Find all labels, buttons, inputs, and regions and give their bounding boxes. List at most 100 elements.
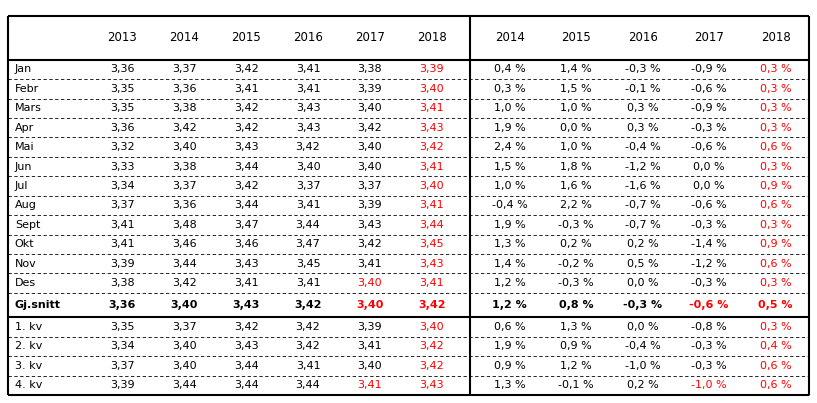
Text: 3,42: 3,42 [234,181,258,191]
Text: -0,8 %: -0,8 % [691,322,727,332]
Text: 0,3 %: 0,3 % [760,84,792,94]
Text: 3,38: 3,38 [358,64,382,75]
Text: 3,33: 3,33 [110,162,135,172]
Text: 0,6 %: 0,6 % [760,200,792,210]
Text: 0,0 %: 0,0 % [627,278,659,288]
Text: 0,6 %: 0,6 % [760,142,792,152]
Text: 1,0 %: 1,0 % [494,181,525,191]
Text: 3,40: 3,40 [358,103,382,113]
Text: 1,2 %: 1,2 % [493,278,525,288]
Text: -0,2 %: -0,2 % [558,259,594,269]
Text: 3,41: 3,41 [296,200,320,210]
Text: 2018: 2018 [761,31,791,44]
Text: -0,6 %: -0,6 % [691,84,727,94]
Text: 3,43: 3,43 [234,341,258,351]
Text: 0,2 %: 0,2 % [560,239,592,249]
Text: 3,41: 3,41 [296,64,320,75]
Text: Gj.snitt: Gj.snitt [15,300,60,310]
Text: Jun: Jun [15,162,33,172]
Text: 3,38: 3,38 [110,278,135,288]
Text: 0,6 %: 0,6 % [760,361,792,371]
Text: 3,40: 3,40 [358,278,382,288]
Text: 3,42: 3,42 [420,361,444,371]
Text: Apr: Apr [15,123,34,133]
Text: 3,40: 3,40 [172,341,196,351]
Text: 3,37: 3,37 [172,64,196,75]
Text: Mai: Mai [15,142,34,152]
Text: 1,9 %: 1,9 % [493,220,525,230]
Text: 2018: 2018 [417,31,447,44]
Text: 1,0 %: 1,0 % [560,103,592,113]
Text: 2,2 %: 2,2 % [560,200,592,210]
Text: -0,9 %: -0,9 % [691,103,727,113]
Text: 3,43: 3,43 [358,220,382,230]
Text: 0,2 %: 0,2 % [627,239,659,249]
Text: 2. kv: 2. kv [15,341,42,351]
Text: 0,4 %: 0,4 % [760,341,792,351]
Text: 3,44: 3,44 [296,220,320,230]
Text: 3,37: 3,37 [172,181,196,191]
Text: 0,3 %: 0,3 % [760,278,792,288]
Text: 3,41: 3,41 [420,200,444,210]
Text: 3,44: 3,44 [420,220,444,230]
Text: 0,3 %: 0,3 % [627,103,659,113]
Text: 3,43: 3,43 [420,259,444,269]
Text: 3,39: 3,39 [110,380,135,390]
Text: 3. kv: 3. kv [15,361,42,371]
Text: 0,3 %: 0,3 % [760,162,792,172]
Text: Des: Des [15,278,36,288]
Text: -1,2 %: -1,2 % [691,259,727,269]
Text: 0,5 %: 0,5 % [627,259,659,269]
Text: 3,48: 3,48 [172,220,197,230]
Text: -0,7 %: -0,7 % [625,220,660,230]
Text: 3,44: 3,44 [234,380,258,390]
Text: -0,3 %: -0,3 % [691,341,727,351]
Text: 3,40: 3,40 [420,322,444,332]
Text: 2016: 2016 [627,31,658,44]
Text: 1,0 %: 1,0 % [560,142,592,152]
Text: -0,1 %: -0,1 % [625,84,660,94]
Text: 1,3 %: 1,3 % [494,239,525,249]
Text: -0,6 %: -0,6 % [690,300,729,310]
Text: 3,44: 3,44 [296,380,320,390]
Text: 3,42: 3,42 [234,103,258,113]
Text: 3,37: 3,37 [296,181,320,191]
Text: 4. kv: 4. kv [15,380,42,390]
Text: 1,2 %: 1,2 % [560,361,592,371]
Text: 3,41: 3,41 [420,278,444,288]
Text: 3,36: 3,36 [172,200,196,210]
Text: 3,37: 3,37 [110,361,135,371]
Text: 0,2 %: 0,2 % [627,380,659,390]
Text: -0,3 %: -0,3 % [558,220,594,230]
Text: 0,9 %: 0,9 % [493,361,525,371]
Text: -0,3 %: -0,3 % [625,64,660,75]
Text: 3,40: 3,40 [172,142,196,152]
Text: -1,6 %: -1,6 % [625,181,660,191]
Text: 3,40: 3,40 [171,300,198,310]
Text: 3,42: 3,42 [420,341,444,351]
Text: Aug: Aug [15,200,37,210]
Text: 0,0 %: 0,0 % [694,162,725,172]
Text: 3,42: 3,42 [234,322,258,332]
Text: 2014: 2014 [495,31,525,44]
Text: -1,4 %: -1,4 % [691,239,727,249]
Text: -0,3 %: -0,3 % [691,361,727,371]
Text: 3,41: 3,41 [296,361,320,371]
Text: Mars: Mars [15,103,42,113]
Text: 3,40: 3,40 [358,361,382,371]
Text: 1,6 %: 1,6 % [560,181,592,191]
Text: 0,6 %: 0,6 % [760,259,792,269]
Text: 3,44: 3,44 [234,162,258,172]
Text: 1,2 %: 1,2 % [493,300,527,310]
Text: -0,3 %: -0,3 % [691,278,727,288]
Text: 3,46: 3,46 [234,239,258,249]
Text: 3,39: 3,39 [110,259,135,269]
Text: 0,3 %: 0,3 % [760,123,792,133]
Text: 0,6 %: 0,6 % [760,380,792,390]
Text: 2014: 2014 [169,31,199,44]
Text: 3,42: 3,42 [358,239,382,249]
Text: -0,3 %: -0,3 % [691,123,727,133]
Text: 1,9 %: 1,9 % [493,341,525,351]
Text: 0,3 %: 0,3 % [760,64,792,75]
Text: -0,4 %: -0,4 % [625,142,660,152]
